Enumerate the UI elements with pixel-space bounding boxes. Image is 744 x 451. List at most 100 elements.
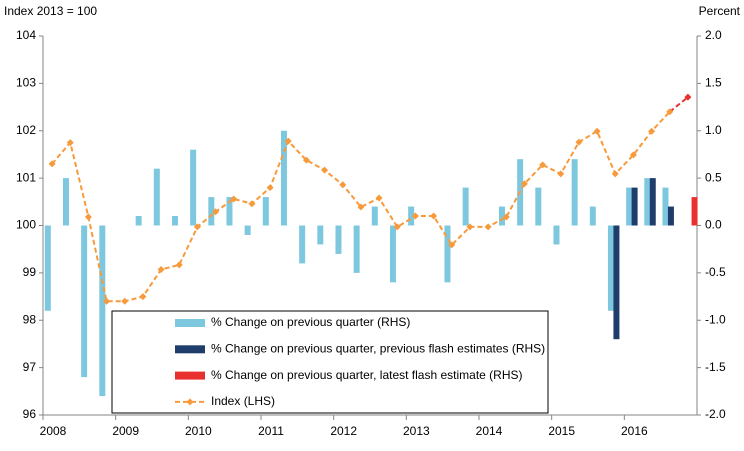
line-marker bbox=[339, 181, 347, 189]
line-marker bbox=[648, 127, 656, 135]
y2-tick-label: -2.0 bbox=[705, 407, 726, 421]
x-tick-label: 2013 bbox=[403, 424, 430, 438]
bar bbox=[353, 225, 360, 273]
y2-axis-label: Percent bbox=[699, 4, 741, 18]
y2-tick-label: 0.5 bbox=[705, 170, 722, 184]
y2-tick-label: -1.0 bbox=[705, 312, 726, 326]
bar bbox=[299, 225, 306, 264]
bar bbox=[553, 225, 560, 245]
legend-marker bbox=[186, 398, 194, 406]
bar bbox=[644, 178, 651, 226]
line-marker bbox=[193, 223, 201, 231]
y2-tick-label: 0.0 bbox=[705, 218, 722, 232]
y-tick-label: 96 bbox=[23, 407, 37, 421]
bar bbox=[171, 216, 178, 226]
line-marker bbox=[284, 137, 292, 145]
bar bbox=[317, 225, 324, 245]
line-marker bbox=[411, 212, 419, 220]
line-marker bbox=[611, 170, 619, 178]
bar bbox=[226, 197, 233, 226]
legend-label: Index (LHS) bbox=[211, 394, 275, 408]
latest-segment bbox=[669, 96, 689, 113]
bar bbox=[389, 225, 396, 283]
x-tick-label: 2010 bbox=[185, 424, 212, 438]
line-marker bbox=[321, 166, 329, 174]
bar bbox=[335, 225, 342, 254]
y-tick-label: 102 bbox=[16, 123, 36, 137]
x-tick-label: 2014 bbox=[476, 424, 503, 438]
line-marker bbox=[575, 138, 583, 146]
legend: % Change on previous quarter (RHS) % Chan… bbox=[111, 310, 549, 414]
legend-box bbox=[111, 310, 549, 414]
y2-tick-label: 2.0 bbox=[705, 28, 722, 42]
legend-label: % Change on previous quarter, latest fla… bbox=[211, 368, 522, 382]
line-marker bbox=[139, 293, 147, 301]
y-tick-label: 100 bbox=[16, 218, 36, 232]
bar bbox=[371, 206, 378, 226]
bar bbox=[62, 178, 69, 226]
bar bbox=[208, 197, 215, 226]
bar bbox=[462, 187, 469, 226]
y2-tick-label: 1.0 bbox=[705, 123, 722, 137]
bar bbox=[626, 187, 633, 226]
line-marker bbox=[48, 160, 56, 168]
line-marker bbox=[430, 212, 438, 220]
line-marker bbox=[302, 156, 310, 164]
bar bbox=[498, 206, 505, 226]
y-tick-label: 97 bbox=[23, 360, 37, 374]
line-marker bbox=[393, 223, 401, 231]
bar bbox=[613, 225, 620, 340]
x-tick-label: 2015 bbox=[548, 424, 575, 438]
legend-swatch bbox=[175, 371, 205, 380]
line-marker bbox=[175, 261, 183, 269]
legend-label: % Change on previous quarter, previous f… bbox=[211, 341, 545, 355]
x-tick-label: 2016 bbox=[621, 424, 648, 438]
bar bbox=[571, 159, 578, 226]
bar bbox=[81, 225, 88, 378]
bar bbox=[535, 187, 542, 226]
line-marker bbox=[539, 161, 547, 169]
line-marker bbox=[121, 297, 129, 305]
bar bbox=[135, 216, 142, 226]
line-marker bbox=[448, 241, 456, 249]
index-line bbox=[51, 111, 671, 303]
bar bbox=[408, 206, 415, 226]
line-marker bbox=[375, 194, 383, 202]
line-marker bbox=[466, 223, 474, 231]
line-marker bbox=[520, 180, 528, 188]
y-tick-label: 99 bbox=[23, 265, 37, 279]
y2-tick-label: -1.5 bbox=[705, 360, 726, 374]
legend-swatch bbox=[175, 345, 205, 354]
line-marker bbox=[103, 297, 111, 305]
bar bbox=[280, 130, 287, 226]
y2-tick-label: -0.5 bbox=[705, 265, 726, 279]
legend-label: % Change on previous quarter (RHS) bbox=[211, 315, 410, 329]
line-marker bbox=[666, 108, 674, 116]
line-marker bbox=[557, 170, 565, 178]
line-marker bbox=[266, 184, 274, 192]
line-marker bbox=[212, 208, 220, 216]
line-marker bbox=[593, 127, 601, 135]
line-marker bbox=[357, 203, 365, 211]
y-tick-label: 104 bbox=[16, 28, 36, 42]
line-marker bbox=[66, 139, 74, 147]
line-marker bbox=[502, 213, 510, 221]
x-tick-label: 2012 bbox=[330, 424, 357, 438]
bar bbox=[589, 206, 596, 226]
bar bbox=[649, 178, 656, 226]
line-marker bbox=[230, 195, 238, 203]
bar bbox=[262, 197, 269, 226]
bar bbox=[190, 149, 197, 226]
x-tick-label: 2011 bbox=[258, 424, 284, 438]
line-marker bbox=[248, 200, 256, 208]
bar bbox=[691, 197, 698, 226]
y-tick-label: 98 bbox=[23, 312, 37, 326]
bar bbox=[662, 187, 669, 226]
bar bbox=[153, 168, 160, 226]
x-tick-label: 2009 bbox=[112, 424, 139, 438]
x-tick-label: 2008 bbox=[40, 424, 67, 438]
y-tick-label: 103 bbox=[16, 76, 36, 90]
legend-swatch bbox=[175, 319, 205, 327]
line-marker bbox=[157, 266, 165, 274]
